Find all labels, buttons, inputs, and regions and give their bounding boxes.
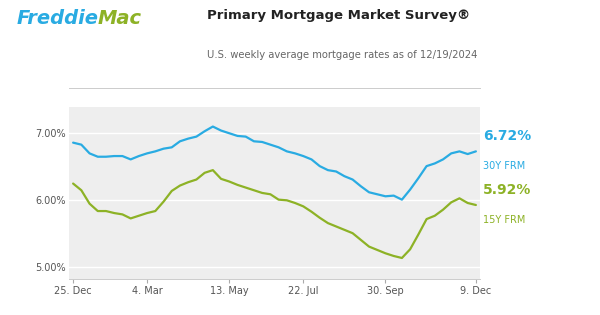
- Text: U.S. weekly average mortgage rates as of 12/19/2024: U.S. weekly average mortgage rates as of…: [207, 50, 478, 60]
- Text: 6.72%: 6.72%: [483, 129, 531, 143]
- Text: Freddie: Freddie: [17, 9, 99, 28]
- Text: 5.92%: 5.92%: [483, 183, 531, 197]
- Text: 30Y FRM: 30Y FRM: [483, 161, 525, 171]
- Text: 15Y FRM: 15Y FRM: [483, 215, 525, 225]
- Text: Mac: Mac: [97, 9, 141, 28]
- Text: Primary Mortgage Market Survey®: Primary Mortgage Market Survey®: [207, 9, 470, 22]
